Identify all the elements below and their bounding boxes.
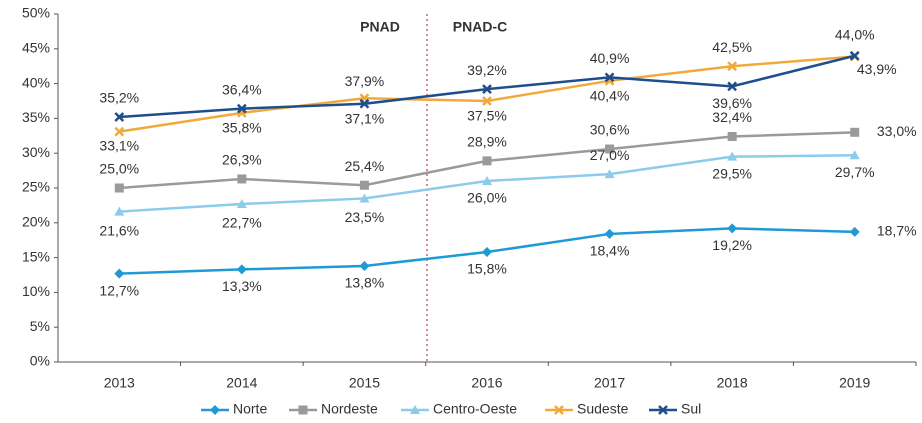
marker	[482, 247, 492, 258]
x-tick-label: 2013	[104, 375, 135, 391]
y-tick-label: 15%	[22, 248, 50, 264]
marker	[849, 150, 860, 160]
marker	[727, 151, 738, 161]
y-tick-label: 35%	[22, 109, 50, 125]
x-tick-label: 2015	[349, 375, 380, 391]
data-label: 27,0%	[590, 147, 630, 163]
legend-marker	[210, 405, 220, 415]
data-label: 32,4%	[712, 109, 752, 125]
data-label: 35,8%	[222, 120, 262, 136]
x-tick-label: 2014	[226, 375, 257, 391]
y-tick-label: 20%	[22, 214, 50, 230]
legend-label: Norte	[233, 401, 267, 417]
marker	[850, 127, 860, 137]
data-label: 28,9%	[467, 134, 507, 150]
y-tick-label: 25%	[22, 179, 50, 195]
marker	[359, 260, 370, 271]
data-label: 30,6%	[590, 122, 630, 138]
data-label: 40,4%	[590, 88, 630, 104]
marker	[604, 228, 615, 239]
annotation: PNAD-C	[453, 19, 507, 35]
legend-label: Sul	[681, 401, 701, 417]
marker	[482, 84, 492, 95]
x-tick-label: 2018	[717, 375, 748, 391]
marker	[482, 156, 492, 166]
marker	[849, 50, 860, 61]
y-tick-label: 40%	[22, 74, 50, 90]
marker	[236, 199, 247, 209]
marker	[359, 180, 369, 190]
x-tick-label: 2019	[839, 375, 870, 391]
data-label: 18,7%	[877, 223, 917, 239]
marker	[727, 131, 737, 141]
data-label: 44,0%	[835, 26, 875, 42]
legend-marker	[658, 405, 668, 415]
legend-label: Nordeste	[321, 401, 378, 417]
marker	[114, 206, 125, 216]
x-tick-label: 2016	[471, 375, 502, 391]
data-label: 37,9%	[345, 73, 385, 89]
marker	[237, 174, 247, 184]
data-label: 36,4%	[222, 81, 262, 97]
data-label: 40,9%	[590, 50, 630, 66]
legend-label: Sudeste	[577, 401, 629, 417]
data-label: 37,5%	[467, 108, 507, 124]
data-label: 29,5%	[712, 165, 752, 181]
marker	[236, 264, 247, 275]
data-label: 42,5%	[712, 39, 752, 55]
marker	[482, 176, 492, 186]
legend-label: Centro-Oeste	[433, 401, 517, 417]
marker	[359, 193, 370, 203]
legend-marker	[298, 405, 308, 415]
data-label: 25,0%	[99, 161, 139, 177]
data-label: 37,1%	[345, 110, 385, 126]
data-label: 18,4%	[590, 243, 630, 259]
y-tick-label: 0%	[30, 353, 50, 369]
data-label: 33,0%	[877, 123, 917, 139]
data-label: 26,0%	[467, 190, 507, 206]
marker	[604, 72, 615, 83]
annotation: PNAD	[360, 19, 400, 35]
y-tick-label: 10%	[22, 283, 50, 299]
data-label: 43,9%	[857, 61, 897, 77]
marker	[236, 103, 247, 114]
marker	[114, 183, 124, 193]
marker	[114, 126, 125, 137]
marker	[849, 226, 860, 237]
data-label: 13,3%	[222, 278, 262, 294]
data-label: 25,4%	[345, 158, 385, 174]
marker	[727, 223, 738, 234]
data-label: 15,8%	[467, 261, 507, 277]
data-label: 21,6%	[99, 222, 139, 238]
data-label: 19,2%	[712, 237, 752, 253]
data-label: 39,6%	[712, 95, 752, 111]
marker	[727, 61, 738, 72]
data-label: 26,3%	[222, 152, 262, 168]
data-label: 23,5%	[345, 209, 385, 225]
legend-marker	[410, 405, 420, 414]
marker	[605, 144, 615, 154]
data-label: 22,7%	[222, 215, 262, 231]
y-tick-label: 50%	[22, 5, 50, 21]
marker	[359, 98, 370, 109]
marker	[727, 81, 738, 92]
data-label: 13,8%	[345, 275, 385, 291]
x-tick-label: 2017	[594, 375, 625, 391]
data-label: 12,7%	[99, 282, 139, 298]
legend-marker	[554, 405, 564, 415]
marker	[604, 169, 615, 179]
marker	[482, 96, 492, 106]
data-label: 33,1%	[99, 137, 139, 153]
y-tick-label: 5%	[30, 318, 50, 334]
y-tick-label: 45%	[22, 40, 50, 56]
marker	[114, 112, 125, 122]
y-tick-label: 30%	[22, 144, 50, 160]
data-label: 39,2%	[467, 62, 507, 78]
marker	[114, 268, 125, 279]
data-label: 29,7%	[835, 164, 875, 180]
data-label: 35,2%	[99, 90, 139, 106]
